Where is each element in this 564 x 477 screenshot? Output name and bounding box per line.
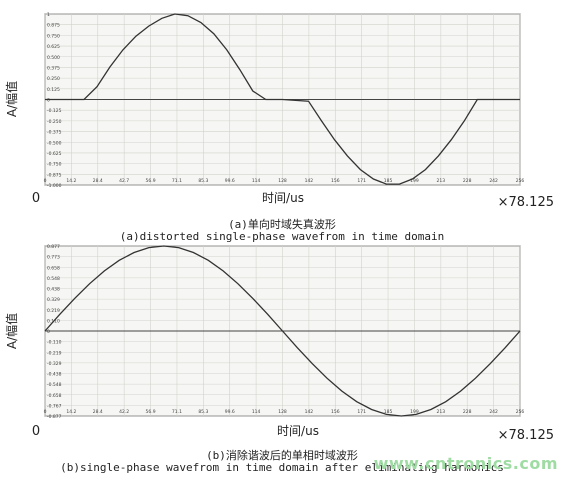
x-tick-label: 28.4 [93,178,103,184]
y-tick-label: -0.750 [47,162,62,168]
y-tick-label: 0.219 [47,308,60,314]
x-tick-label: 242 [489,409,498,415]
x-origin-label: 0 [32,191,40,206]
y-tick-label: -0.250 [47,119,62,125]
x-tick-label: 71.1 [172,178,182,184]
x-tick-label: 99.6 [225,409,235,415]
x-tick-label: 114 [252,409,261,415]
y-tick-label: -0.877 [47,414,62,420]
chart-b-svg: A/幅值 时间/us 0 ×78.125 0.877 0.773 0.658 0.54… [4,244,554,443]
x-tick-label: 185 [384,409,393,415]
y-axis-label: A/幅值 [4,81,19,117]
x-tick-label: 142 [305,409,314,415]
y-tick-label: 0.625 [47,44,60,50]
x-tick-label: 56.9 [146,178,156,184]
y-axis-label: A/幅值 [4,313,19,349]
y-tick-label: 0.500 [47,55,60,61]
x-tick-label: 71.1 [172,409,182,415]
x-tick-label: 242 [489,178,498,184]
x-tick-label: 185 [384,178,393,184]
y-tick-label: -0.219 [47,350,62,356]
x-scale-note: ×78.125 [498,428,554,443]
series-line-0 [45,13,520,185]
y-tick-label: 0.877 [47,244,60,250]
x-tick-label: 56.9 [146,409,156,415]
x-tick-label: 256 [516,409,525,415]
y-tick-label: -0.500 [47,140,62,146]
x-tick-label: 99.6 [225,178,235,184]
x-tick-label: 114 [252,178,261,184]
caption-a-cn: (a)单向时域失真波形 [228,218,336,231]
x-tick-label: 85.3 [198,178,208,184]
x-tick-label: 0 [44,178,47,184]
x-tick-label: 42.2 [119,409,129,415]
x-axis-label: 时间/us [277,424,319,438]
x-origin-label: 0 [32,424,40,439]
y-tick-label: 0.329 [47,297,60,303]
x-tick-label: 228 [463,178,472,184]
x-tick-label: 228 [463,409,472,415]
series-line-0 [44,245,521,417]
watermark: www.cntronics.com [373,454,558,473]
x-tick-label: 171 [357,178,366,184]
y-tick-label: -0.375 [47,130,62,136]
x-tick-label: 0 [44,409,47,415]
x-tick-label: 28.4 [93,409,103,415]
y-tick-label: -0.875 [47,172,62,178]
x-tick-label: 142 [305,178,314,184]
x-tick-label: 14.2 [66,178,76,184]
y-tick-label: 0.375 [47,65,60,71]
y-tick-label: 0.438 [47,287,60,293]
x-tick-label: 42.7 [119,178,129,184]
x-tick-label: 171 [357,409,366,415]
y-tick-label: -0.658 [47,393,62,399]
x-tick-label: 128 [278,409,287,415]
y-tick-label: -0.438 [47,372,62,378]
y-tick-label: -0.548 [47,382,62,388]
x-tick-label: 213 [437,178,446,184]
y-tick-label: -0.767 [47,403,62,409]
y-tick-label: 1 [47,12,50,18]
y-tick-label: 0.125 [47,87,60,93]
x-tick-label: 156 [331,178,340,184]
caption-b-cn: (b)消除谐波后的单相时域波形 [206,449,358,462]
y-tick-label: -0.625 [47,151,62,157]
chart-a-svg: A/幅值 时间/us 0 ×78.125 1 0.875 0.750 0.625 0.5… [4,12,554,210]
x-tick-label: 213 [437,409,446,415]
x-tick-label: 256 [516,178,525,184]
y-tick-label: 0.250 [47,76,60,82]
x-tick-label: 14.2 [66,409,76,415]
y-tick-label: -0.329 [47,361,62,367]
x-tick-label: 156 [331,409,340,415]
chart-panel-b: A/幅值 时间/us 0 ×78.125 0.877 0.773 0.658 0.54… [0,238,564,477]
y-tick-label: 0.750 [47,33,60,39]
x-tick-label: 199 [410,178,419,184]
x-axis-label: 时间/us [262,191,304,205]
y-tick-label: 0.548 [47,276,60,282]
y-tick-label: 0.773 [47,255,60,261]
y-tick-label: -0.110 [47,340,62,346]
x-scale-note: ×78.125 [498,195,554,210]
caption-b-en: (b)single-phase wavefrom in time domain … [60,461,504,474]
x-tick-label: 85.3 [198,409,208,415]
y-tick-label: -0.125 [47,108,62,114]
y-tick-label: 0 [47,98,50,104]
y-tick-label: 0 [47,329,50,335]
x-tick-label: 199 [410,409,419,415]
y-tick-label: 0.875 [47,23,60,29]
caption-a-en: (a)distorted single-phase wavefrom in ti… [119,230,445,243]
x-tick-label: 128 [278,178,287,184]
y-tick-label: 0.658 [47,265,60,271]
chart-panel-a: A/幅值 时间/us 0 ×78.125 1 0.875 0.750 0.625 0.5… [4,12,554,243]
y-tick-label: -1.000 [47,183,62,189]
